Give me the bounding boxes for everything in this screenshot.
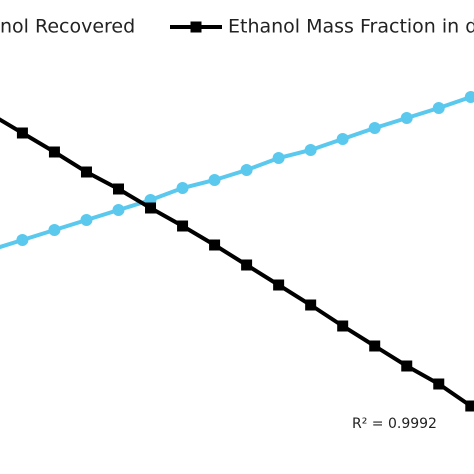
- annotation: R² = 0.9992: [352, 416, 437, 432]
- marker: [433, 378, 445, 390]
- marker: [177, 220, 189, 232]
- marker: [369, 340, 381, 352]
- legend-label: nol Recovered: [0, 16, 135, 38]
- marker: [432, 102, 445, 114]
- marker: [304, 144, 317, 156]
- legend-label: Ethanol Mass Fraction in d: [228, 16, 474, 38]
- marker: [80, 166, 92, 178]
- marker: [16, 234, 29, 246]
- marker: [145, 202, 157, 214]
- marker: [48, 146, 60, 158]
- marker: [272, 152, 285, 164]
- marker: [401, 360, 413, 372]
- marker: [48, 224, 61, 236]
- marker: [273, 279, 285, 291]
- marker: [112, 204, 125, 216]
- marker: [241, 259, 253, 271]
- series-line: [0, 117, 472, 408]
- marker: [305, 299, 317, 311]
- marker: [16, 127, 28, 139]
- marker: [337, 320, 349, 332]
- marker: [465, 400, 474, 412]
- marker: [113, 183, 124, 195]
- marker: [208, 174, 221, 186]
- marker: [80, 214, 93, 226]
- marker: [209, 239, 221, 251]
- marker: [176, 182, 189, 194]
- marker: [240, 164, 253, 176]
- marker: [368, 122, 381, 134]
- legend-marker: [190, 21, 202, 33]
- marker: [336, 133, 349, 145]
- marker: [400, 112, 413, 124]
- series-line: [0, 95, 472, 250]
- marker: [464, 91, 474, 103]
